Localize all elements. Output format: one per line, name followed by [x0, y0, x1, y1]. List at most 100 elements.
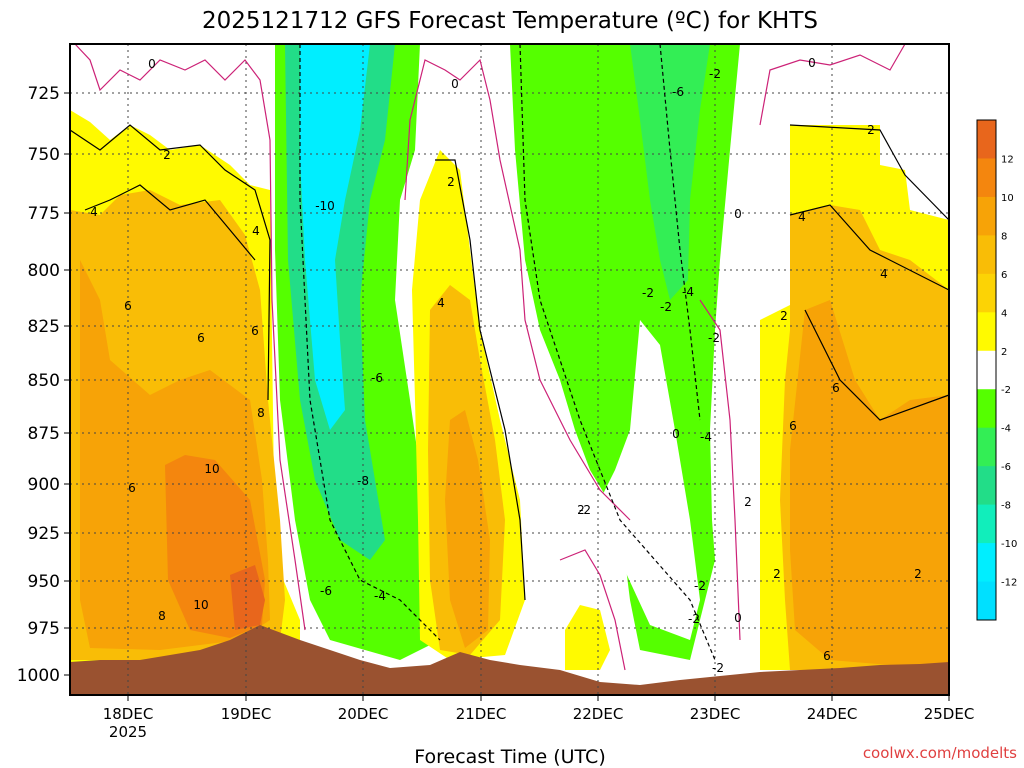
contour-label: 10	[193, 598, 208, 612]
contour-label: 6	[832, 381, 840, 395]
contour-label: 2	[867, 123, 875, 137]
contour-label: 4	[798, 210, 806, 224]
contour-label: 2	[780, 309, 788, 323]
terrain	[70, 625, 949, 695]
contour-label: 8	[158, 609, 166, 623]
contour-label: 0	[672, 427, 680, 441]
contour-label: -2	[642, 286, 654, 300]
contour-label: -2	[579, 503, 591, 517]
contour-label: -2	[708, 331, 720, 345]
x-tick-label: 22DEC	[573, 705, 624, 723]
y-tick-label: 800	[28, 261, 60, 281]
plot-area: 0 0 0 0 0 0 2 2 2 2 2 2 4 4 4 4 4 6 6 6 6 6 6 6 8 8 10 10 -10 -6 -6 -6 -…	[69, 43, 950, 696]
contour-label: 0	[734, 611, 742, 625]
x-tick-label: 24DEC	[807, 705, 858, 723]
contour-label: -4	[700, 430, 712, 444]
y-tick-label: 1000	[17, 666, 60, 686]
contour-label: 6	[128, 481, 136, 495]
colorbar-swatch	[977, 120, 996, 159]
colorbar-label: -10	[1001, 539, 1017, 550]
contour-label: -6	[672, 85, 684, 99]
colorbar-swatch	[977, 504, 996, 544]
colorbar-label: 10	[1001, 193, 1014, 204]
contour-label: 2	[914, 567, 922, 581]
x-tick-label: 18DEC	[103, 705, 154, 723]
colorbar-label: -6	[1001, 462, 1011, 473]
contour-label: 6	[789, 419, 797, 433]
x-axis: 18DEC 19DEC 20DEC 21DEC 22DEC 23DEC 24DEC 25DEC	[103, 695, 975, 723]
contour-label: -2	[694, 579, 706, 593]
x-axis-label: Forecast Time (UTC)	[414, 746, 605, 768]
contour-label: 6	[124, 299, 132, 313]
colorbar-swatch	[977, 350, 996, 390]
contour-label: 0	[148, 57, 156, 71]
x-axis-year: 2025	[109, 723, 147, 741]
contour-label: 2	[447, 175, 455, 189]
y-tick-label: 850	[28, 371, 60, 391]
y-tick-label: 725	[28, 84, 60, 104]
warm-region-lower-bubble	[565, 605, 610, 670]
plot-frame	[69, 43, 950, 696]
x-tick-label: 25DEC	[924, 705, 975, 723]
contour-label: 4	[90, 205, 98, 219]
contour-label: -6	[320, 584, 332, 598]
colorbar-swatch	[977, 543, 996, 583]
contour-label: 6	[197, 331, 205, 345]
x-tick-label: 20DEC	[338, 705, 389, 723]
colorbar-swatch	[977, 235, 996, 275]
colorbar-swatch	[977, 466, 996, 506]
warm-region-middle-core	[445, 410, 490, 648]
colorbar-label: -12	[1001, 578, 1017, 589]
y-tick-label: 875	[28, 424, 60, 444]
x-tick-label: 21DEC	[456, 705, 507, 723]
colorbar-swatch	[977, 158, 996, 198]
contour-label: 2	[577, 503, 585, 517]
x-tick-label: 23DEC	[690, 705, 741, 723]
y-tick-label: 950	[28, 572, 60, 592]
contour-label: -4	[374, 589, 386, 603]
contour-label: 2	[744, 495, 752, 509]
colorbar-label: 4	[1001, 308, 1007, 319]
contour-label: 4	[252, 224, 260, 238]
y-tick-label: 825	[28, 317, 60, 337]
colorbar-swatch	[977, 389, 996, 429]
warm-region-right-deep	[790, 300, 949, 670]
contour-label: 4	[437, 296, 445, 310]
cold-region-tongue-core	[300, 44, 370, 430]
y-tick-label: 975	[28, 619, 60, 639]
contour-label: 10	[204, 462, 219, 476]
colorbar-swatch	[977, 427, 996, 467]
colorbar-label: -2	[1001, 385, 1011, 396]
x-tick-label: 19DEC	[221, 705, 272, 723]
colorbar-swatch	[977, 581, 996, 621]
contour-label: 0	[451, 77, 459, 91]
colorbar-label: -4	[1001, 424, 1011, 435]
contour-label: 0	[734, 207, 742, 221]
cold-region-wedge-white	[600, 320, 700, 640]
colorbar-swatch	[977, 196, 996, 236]
colorbar: 12 10 8 6 4 2 -2 -4 -6 -8 -10 -12	[976, 119, 1017, 621]
contour-label: 6	[251, 324, 259, 338]
contour-label: 4	[880, 267, 888, 281]
contour-label: 8	[257, 406, 265, 420]
contour-label-group: 0 0 0 0 0 0 2 2 2 2 2 2 4 4 4 4 4 6 6 6 6 6 6 6 8 8 10 10 -10 -6 -6 -6 -…	[90, 56, 922, 675]
contour-label: 0	[808, 56, 816, 70]
colorbar-swatch	[977, 312, 996, 352]
contour-label: -8	[357, 474, 369, 488]
contour-label: 2	[163, 148, 171, 162]
colorbar-label: -8	[1001, 501, 1011, 512]
contour-lines	[69, 43, 950, 671]
colorbar-frame	[976, 119, 997, 621]
y-axis: 725 750 775 800 825 850 875 900 925 950 975 1000	[17, 84, 70, 686]
contour-label: -6	[371, 371, 383, 385]
colorbar-label: 2	[1001, 347, 1007, 358]
contour-label: -2	[688, 612, 700, 626]
contour-label: -4	[682, 285, 694, 299]
contour-label: 2	[773, 567, 781, 581]
contour-label: -2	[712, 661, 724, 675]
colorbar-label: 6	[1001, 270, 1007, 281]
grid	[70, 44, 949, 695]
contour-label: -10	[315, 199, 335, 213]
credit-text: coolwx.com/modelts	[863, 744, 1017, 762]
